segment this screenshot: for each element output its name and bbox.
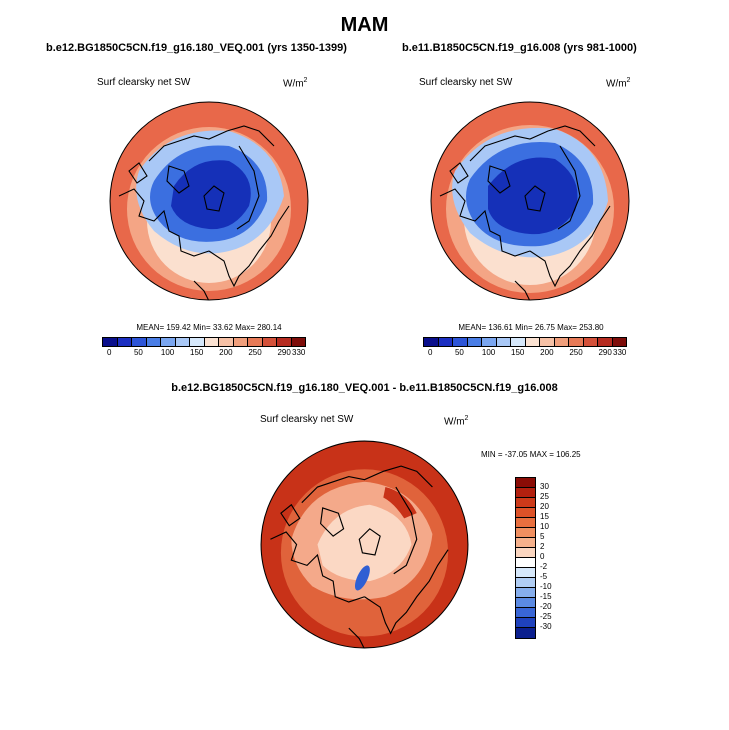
diff-colorbar-swatch <box>516 578 535 588</box>
diff-colorbar-label: 15 <box>540 512 549 521</box>
diff-colorbar-label: -5 <box>540 572 548 581</box>
left-run-title: b.e12.BG1850C5CN.f19_g16.180_VEQ.001 (yr… <box>46 42 347 54</box>
left-stats: MEAN= 159.42 Min= 33.62 Max= 280.14 <box>136 323 282 332</box>
right-colorbar-label: 330 <box>613 348 627 357</box>
right-colorbar-swatch <box>598 338 613 346</box>
left-colorbar-label: 0 <box>107 348 112 357</box>
right-colorbar-label: 150 <box>511 348 525 357</box>
right-colorbar-label: 0 <box>428 348 433 357</box>
left-colorbar-swatch <box>291 338 305 346</box>
diff-colorbar-label: 2 <box>540 542 545 551</box>
diff-colorbar-swatch <box>516 538 535 548</box>
right-colorbar-swatch <box>583 338 598 346</box>
right-colorbar-label: 250 <box>569 348 583 357</box>
diff-colorbar-label: 0 <box>540 552 545 561</box>
right-variable-label: Surf clearsky net SW <box>419 77 513 88</box>
diff-colorbar-swatch <box>516 558 535 568</box>
right-stats: MEAN= 136.61 Min= 26.75 Max= 253.80 <box>458 323 604 332</box>
right-units: W/m2 <box>606 77 631 90</box>
left-colorbar-label: 290 <box>277 348 291 357</box>
diff-stats: MIN = -37.05 MAX = 106.25 <box>481 450 581 459</box>
diff-colorbar-labels: 30 25 20 15 10 5 2 0 -2 -5 -10 -15 -20 -25 -30 <box>540 477 580 647</box>
diff-colorbar-swatch <box>516 548 535 558</box>
left-colorbar-swatch <box>219 338 234 346</box>
left-colorbar-swatch <box>175 338 190 346</box>
left-colorbar-swatch <box>146 338 161 346</box>
left-units: W/m2 <box>283 77 308 90</box>
right-colorbar-swatch <box>424 338 439 346</box>
left-colorbar-swatch <box>103 338 118 346</box>
left-colorbar-label: 150 <box>190 348 204 357</box>
left-colorbar-swatch <box>233 338 248 346</box>
right-colorbar-swatches <box>423 337 627 347</box>
right-colorbar-label: 290 <box>598 348 612 357</box>
diff-colorbar-label: -15 <box>540 592 552 601</box>
diff-colorbar-label: 10 <box>540 522 549 531</box>
diff-colorbar-swatch <box>516 528 535 538</box>
diff-colorbar-label: -2 <box>540 562 548 571</box>
diff-run-title: b.e12.BG1850C5CN.f19_g16.180_VEQ.001 - b… <box>171 382 558 394</box>
diff-colorbar-swatch <box>516 568 535 578</box>
diff-colorbar-label: 30 <box>540 482 549 491</box>
diff-units: W/m2 <box>444 415 469 428</box>
diff-colorbar-label: -20 <box>540 602 552 611</box>
right-colorbar-swatch <box>453 338 468 346</box>
right-colorbar-swatch <box>554 338 569 346</box>
diff-colorbar-swatch <box>516 488 535 498</box>
left-colorbar-swatches <box>102 337 306 347</box>
right-colorbar-swatch <box>438 338 453 346</box>
left-colorbar-label: 250 <box>248 348 262 357</box>
right-colorbar-label: 100 <box>481 348 496 357</box>
left-colorbar-swatch <box>161 338 176 346</box>
right-colorbar-swatch <box>511 338 526 346</box>
left-colorbar-label: 50 <box>133 348 143 357</box>
diff-polar-map <box>260 440 469 649</box>
left-colorbar: 0 50 100 150 200 250 290 330 <box>102 337 306 357</box>
right-run-title: b.e11.B1850C5CN.f19_g16.008 (yrs 981-100… <box>402 42 637 54</box>
left-colorbar-swatch <box>132 338 147 346</box>
diff-variable-label: Surf clearsky net SW <box>260 414 354 425</box>
diff-colorbar-label: -25 <box>540 612 552 621</box>
left-colorbar-swatch <box>117 338 132 346</box>
diff-colorbar-swatch <box>516 628 535 638</box>
right-colorbar-swatch <box>569 338 584 346</box>
main-title: MAM <box>340 14 389 36</box>
diff-colorbar-swatch <box>516 518 535 528</box>
left-colorbar-swatch <box>262 338 277 346</box>
right-colorbar-swatch <box>467 338 482 346</box>
left-colorbar-swatch <box>190 338 205 346</box>
diff-colorbar-swatch <box>516 478 535 488</box>
right-colorbar-swatch <box>525 338 540 346</box>
right-colorbar-swatch <box>496 338 511 346</box>
left-colorbar-label: 330 <box>292 348 306 357</box>
right-colorbar-label: 200 <box>540 348 554 357</box>
right-colorbar-swatch <box>482 338 497 346</box>
left-colorbar-labels: 0 50 100 150 200 250 290 330 <box>102 347 306 357</box>
left-colorbar-label: 100 <box>160 348 175 357</box>
left-colorbar-label: 200 <box>219 348 233 357</box>
left-polar-map <box>109 101 309 301</box>
diff-colorbar-label: -30 <box>540 622 552 631</box>
diff-colorbar-label: -10 <box>540 582 552 591</box>
diff-colorbar-label: 5 <box>540 532 545 541</box>
right-colorbar: 0 50 100 150 200 250 290 330 <box>423 337 627 357</box>
diff-colorbar-swatch <box>516 508 535 518</box>
left-colorbar-swatch <box>248 338 263 346</box>
diff-colorbar-swatch <box>516 608 535 618</box>
right-colorbar-label: 50 <box>454 348 464 357</box>
right-colorbar-swatch <box>612 338 626 346</box>
right-polar-map <box>430 101 630 301</box>
diff-colorbar-swatch <box>516 598 535 608</box>
diff-colorbar-swatch <box>516 498 535 508</box>
diff-colorbar-label: 20 <box>540 502 549 511</box>
left-colorbar-swatch <box>204 338 219 346</box>
left-colorbar-swatch <box>277 338 292 346</box>
left-variable-label: Surf clearsky net SW <box>97 77 191 88</box>
right-colorbar-labels: 0 50 100 150 200 250 290 330 <box>423 347 627 357</box>
diff-colorbar-swatch <box>516 618 535 628</box>
diff-colorbar <box>515 477 536 639</box>
right-colorbar-swatch <box>540 338 555 346</box>
diff-colorbar-label: 25 <box>540 492 549 501</box>
diff-colorbar-swatch <box>516 588 535 598</box>
